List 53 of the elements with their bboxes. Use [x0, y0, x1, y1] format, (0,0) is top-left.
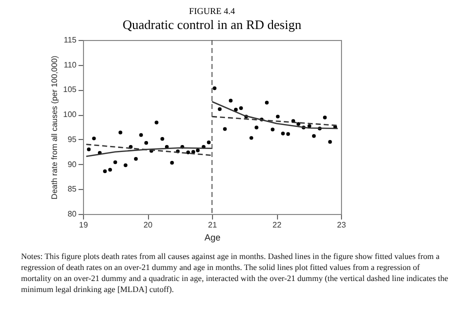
point [108, 168, 112, 172]
point [144, 141, 148, 145]
point [113, 160, 118, 164]
chart-subtitle: Quadratic control in an RD design [122, 17, 302, 32]
y-tick-label: 115 [64, 36, 78, 44]
text: Notes: This figure plots death rates from all causes against age in months. Dashed lines in the figure show fitted values from a regression of death rates on an over-21 dummy and age in months. The solid lines plot fitted values from a regression of mortality on an over-21 dummy and a quadratic in age, interacted with the over-21 dummy (the vertical dashed line indicates the minimum legal drinking age [MLDA] cutoff). [21, 252, 448, 294]
y-tick-label: 85 [68, 184, 78, 194]
point [186, 150, 190, 154]
y-tick-label: 95 [68, 134, 78, 144]
point [206, 140, 211, 144]
point [249, 136, 254, 140]
x-tick-label: 19 [79, 220, 88, 230]
y-tick-label: 110 [64, 60, 78, 70]
point [118, 130, 122, 134]
point [323, 116, 327, 120]
point [103, 169, 107, 174]
y-tick-label: 80 [68, 210, 78, 218]
y-axis-title: Death rate from all causes (per 100,000) [50, 55, 60, 200]
point [239, 106, 243, 110]
point [270, 128, 274, 132]
point [134, 156, 138, 161]
x-tick-label: 22 [272, 220, 282, 230]
point [228, 98, 233, 103]
point [170, 160, 174, 165]
point [139, 133, 143, 137]
x-tick-label: 21 [208, 220, 218, 230]
point [264, 100, 269, 105]
point [154, 120, 158, 124]
point [86, 148, 91, 152]
point [218, 107, 222, 111]
point [296, 122, 300, 126]
point [160, 137, 164, 141]
point [286, 132, 290, 136]
point [124, 163, 128, 168]
point [308, 124, 312, 128]
y-tick-label: 100 [63, 110, 78, 120]
point [196, 148, 200, 152]
y-tick-label: 90 [68, 160, 78, 169]
x-tick-label: 23 [337, 220, 346, 230]
chart-title: FIGURE 4.4 [188, 6, 236, 16]
point [92, 136, 96, 140]
x-axis-title: Age [204, 232, 221, 242]
point [276, 114, 280, 118]
line-series [211, 100, 338, 130]
point [312, 134, 316, 138]
point [223, 127, 227, 131]
point [281, 132, 285, 136]
point [254, 126, 258, 130]
point [328, 140, 332, 144]
point [234, 108, 238, 112]
x-tick-label: 20 [144, 220, 153, 230]
point [212, 86, 216, 90]
y-tick-label: 105 [63, 85, 78, 94]
